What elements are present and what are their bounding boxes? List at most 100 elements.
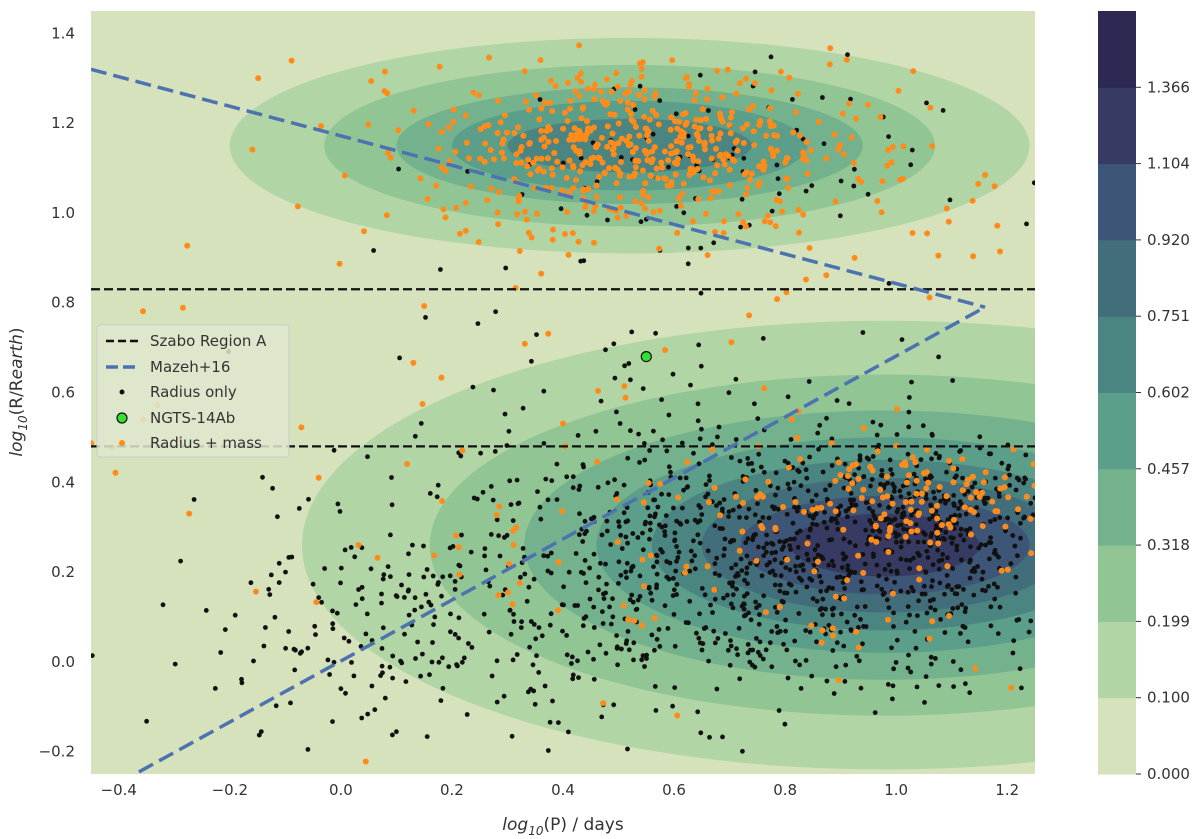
radius-only-point-1290 [666,464,672,470]
radius-mass-point-188 [514,211,520,218]
radius-only-point-401 [961,587,966,592]
radius-only-point-1276 [640,386,646,391]
radius-mass-point-479 [924,230,931,237]
radius-only-point-394 [330,626,336,632]
colorbar-segment-6 [1098,239,1136,317]
radius-only-point-1371 [412,433,418,439]
radius-only-point-730 [564,474,570,480]
radius-mass-point-699 [620,602,627,609]
radius-only-point-140 [954,543,960,549]
radius-only-point-1424 [581,258,587,264]
radius-mass-point-164 [708,132,715,139]
radius-only-point-1298 [860,330,866,335]
radius-mass-point-495 [839,110,846,117]
radius-only-point-507 [877,502,882,508]
radius-mass-point-358 [564,118,571,124]
radius-only-point-405 [807,527,813,533]
radius-mass-point-201 [450,106,457,113]
radius-only-point-1092 [640,547,646,553]
radius-only-point-610 [677,520,683,526]
radius-only-point-495 [958,667,964,673]
radius-only-point-739 [692,517,698,523]
radius-only-point-247 [937,580,943,586]
radius-mass-point-534 [910,68,917,75]
radius-only-point-1044 [1032,495,1035,501]
radius-mass-point-84 [712,145,719,152]
radius-mass-point-10 [563,174,570,181]
radius-mass-point-259 [470,89,477,96]
radius-mass-point-45 [629,149,636,156]
radius-mass-point-642 [927,539,934,546]
radius-mass-point-795 [140,308,146,315]
radius-mass-point-85 [850,160,857,166]
radius-mass-point-685 [622,394,629,401]
radius-only-point-280 [928,661,934,667]
radius-mass-point-66 [653,112,660,118]
radius-only-point-176 [539,633,545,639]
radius-only-point-890 [1018,535,1023,541]
radius-only-point-419 [402,631,407,637]
radius-only-point-305 [767,570,773,575]
radius-mass-point-663 [921,470,928,477]
radius-mass-point-216 [656,245,663,252]
colorbar-tick-label: 1.366 [1147,78,1190,96]
radius-mass-point-477 [726,122,733,128]
radius-only-point-1124 [591,656,596,662]
radius-only-point-685 [597,642,603,648]
radius-only-point-632 [570,672,576,678]
radius-only-point-220 [800,460,806,466]
radius-only-point-761 [1010,650,1016,656]
radius-only-point-564 [954,591,960,597]
radius-only-point-1438 [769,208,775,214]
radius-mass-point-225 [598,88,605,95]
radius-mass-point-476 [644,157,651,164]
radius-mass-point-484 [970,253,977,260]
radius-only-point-440 [296,506,302,511]
radius-only-point-260 [694,630,699,636]
radius-only-point-1109 [570,676,576,682]
radius-mass-point-427 [929,143,936,149]
radius-only-point-598 [839,611,844,617]
radius-mass-point-735 [705,499,712,506]
radius-mass-point-351 [616,194,623,201]
radius-mass-point-515 [767,219,774,226]
radius-mass-point-154 [511,130,518,136]
radius-only-point-235 [823,631,828,637]
radius-only-point-1176 [380,625,386,631]
radius-mass-point-12 [815,118,822,125]
radius-only-point-1065 [430,640,435,645]
radius-mass-point-446 [584,85,591,92]
radius-only-point-1023 [898,522,904,528]
colorbar-tick-label: 0.751 [1147,307,1190,325]
radius-only-point-363 [942,591,947,597]
radius-only-point-1264 [603,347,608,353]
radius-only-point-107 [804,584,810,590]
radius-mass-point-786 [1010,446,1017,453]
y-tick-label: 0.4 [51,473,75,491]
radius-only-point-324 [538,516,544,522]
radius-mass-point-714 [849,480,856,487]
radius-mass-point-314 [790,129,797,136]
radius-only-point-630 [582,558,588,563]
radius-mass-point-305 [525,229,532,236]
radius-mass-point-331 [848,134,855,141]
radius-only-point-497 [630,531,636,536]
radius-mass-point-744 [640,499,647,506]
radius-only-point-628 [852,570,858,575]
radius-only-point-387 [978,542,984,548]
radius-mass-point-627 [959,487,966,494]
radius-only-point-433 [598,560,603,566]
radius-only-point-377 [712,596,718,602]
radius-only-point-364 [612,477,617,483]
radius-only-point-116 [817,573,822,579]
radius-only-point-777 [656,627,662,632]
radius-only-point-203 [711,628,717,634]
radius-mass-point-409 [707,195,714,202]
radius-only-point-193 [976,545,982,551]
radius-only-point-293 [928,605,934,610]
radius-only-point-232 [625,629,631,634]
radius-mass-point-308 [649,148,656,155]
radius-only-point-1066 [389,475,394,480]
radius-only-point-1106 [580,539,586,544]
radius-only-point-1128 [270,485,275,491]
